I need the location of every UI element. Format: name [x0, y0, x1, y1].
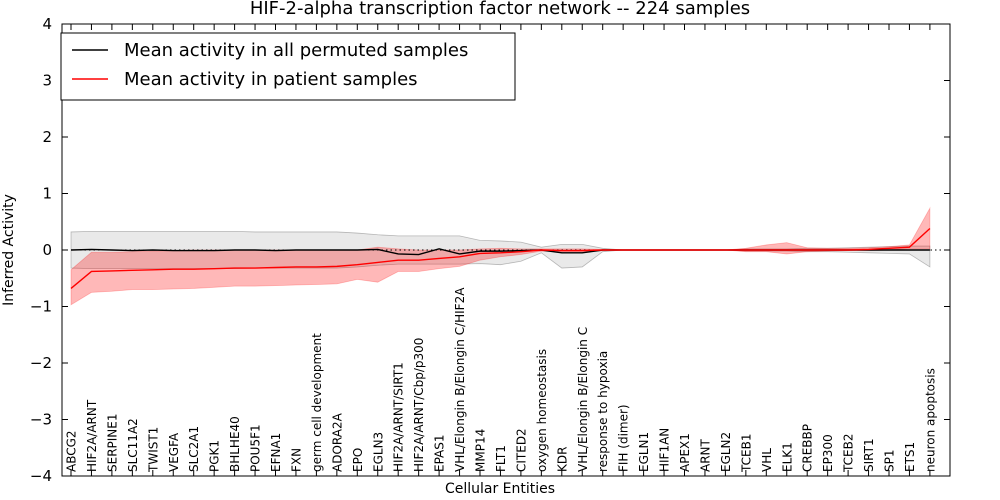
confidence-band-permuted: [70, 230, 931, 270]
x-tick-label: germ cell development: [310, 333, 324, 472]
x-tick-label: VHL: [760, 448, 774, 472]
y-axis-label: Inferred Activity: [1, 194, 17, 306]
series-line-patient: [70, 228, 931, 289]
x-tick-label: oxygen homeostasis: [535, 349, 549, 472]
legend-label-patient: Mean activity in patient samples: [124, 69, 418, 90]
x-tick-label: ABCG2: [65, 430, 79, 472]
legend: Mean activity in all permuted samples Mea…: [60, 32, 516, 101]
x-tick-label: SLC2A1: [187, 426, 201, 472]
x-tick-label: POU5F1: [249, 424, 263, 472]
x-tick-label: EFNA1: [269, 433, 283, 472]
chart-title: HIF-2-alpha transcription factor network…: [250, 0, 750, 19]
x-tick-label: ARNT: [698, 438, 712, 472]
x-tick-label: HIF2A/ARNT: [85, 399, 99, 472]
x-tick-label: neuron apoptosis: [923, 368, 937, 472]
x-tick-label: TCEB2: [842, 434, 856, 473]
x-tick-label: TWIST1: [146, 427, 160, 473]
x-tick-label: CITED2: [514, 428, 528, 472]
legend-label-permuted: Mean activity in all permuted samples: [124, 40, 468, 61]
y-tick-label: −2: [30, 354, 52, 372]
x-tick-label: HIF2A/ARNT/SIRT1: [392, 362, 406, 472]
x-tick-label: MMP14: [474, 429, 488, 472]
y-tick-label: 4: [42, 15, 52, 33]
y-tick-label: 2: [42, 128, 52, 146]
x-tick-label: EPO: [351, 448, 365, 472]
x-tick-label: VEGFA: [167, 432, 181, 472]
x-tick-label: FXN: [289, 448, 303, 472]
x-tick-label: EGLN3: [371, 432, 385, 472]
x-tick-label: SP1: [883, 450, 897, 473]
x-tick-label: EGLN2: [719, 432, 733, 472]
y-tick-label: 1: [42, 185, 52, 203]
x-tick-label: VHL/Elongin B/Elongin C/HIF2A: [453, 287, 467, 472]
x-tick-label: FLT1: [494, 445, 508, 472]
x-tick-label: HIF2A/ARNT/Cbp/p300: [412, 338, 426, 472]
x-tick-label: PGK1: [208, 440, 222, 472]
x-axis-label: Cellular Entities: [445, 481, 555, 497]
x-tick-label: response to hypoxia: [596, 351, 610, 472]
y-tick-label: 3: [42, 72, 52, 90]
x-tick-label: KDR: [555, 447, 569, 472]
x-tick-label: HIF1AN: [658, 428, 672, 472]
y-tick-label: −1: [30, 298, 52, 316]
x-tick-label: SLC11A2: [126, 418, 140, 472]
x-tick-label: EP300: [821, 434, 835, 472]
x-tick-label: SERPINE1: [105, 413, 119, 472]
plot-area: −4 −3 −2 −1 0 1 2 3 4 ABCG2 HIF2A/ARNT SERPINE1 SLC1…: [30, 15, 951, 485]
x-tick-label: ETS1: [903, 442, 917, 472]
legend-box: [60, 32, 516, 101]
x-tick-label: CREBBP: [801, 424, 815, 472]
x-tick-label: EGLN1: [637, 432, 651, 472]
x-tick-label: SIRT1: [862, 438, 876, 472]
y-tick-label: −3: [30, 411, 52, 429]
x-tick-label: VHL/Elongin B/Elongin C: [576, 327, 590, 472]
x-tick-label: APEX1: [678, 433, 692, 472]
confidence-band-patient: [70, 206, 931, 306]
x-tick-label: BHLHE40: [228, 416, 242, 472]
y-tick-label: −4: [30, 467, 52, 485]
x-tick-label: FIH (dimer): [617, 404, 631, 472]
x-tick-label: TCEB1: [739, 434, 753, 473]
y-tick-label: 0: [42, 241, 52, 259]
x-tick-label: EPAS1: [433, 434, 447, 472]
x-tick-label: ADORA2A: [330, 412, 344, 472]
x-tick-label: ELK1: [780, 442, 794, 472]
